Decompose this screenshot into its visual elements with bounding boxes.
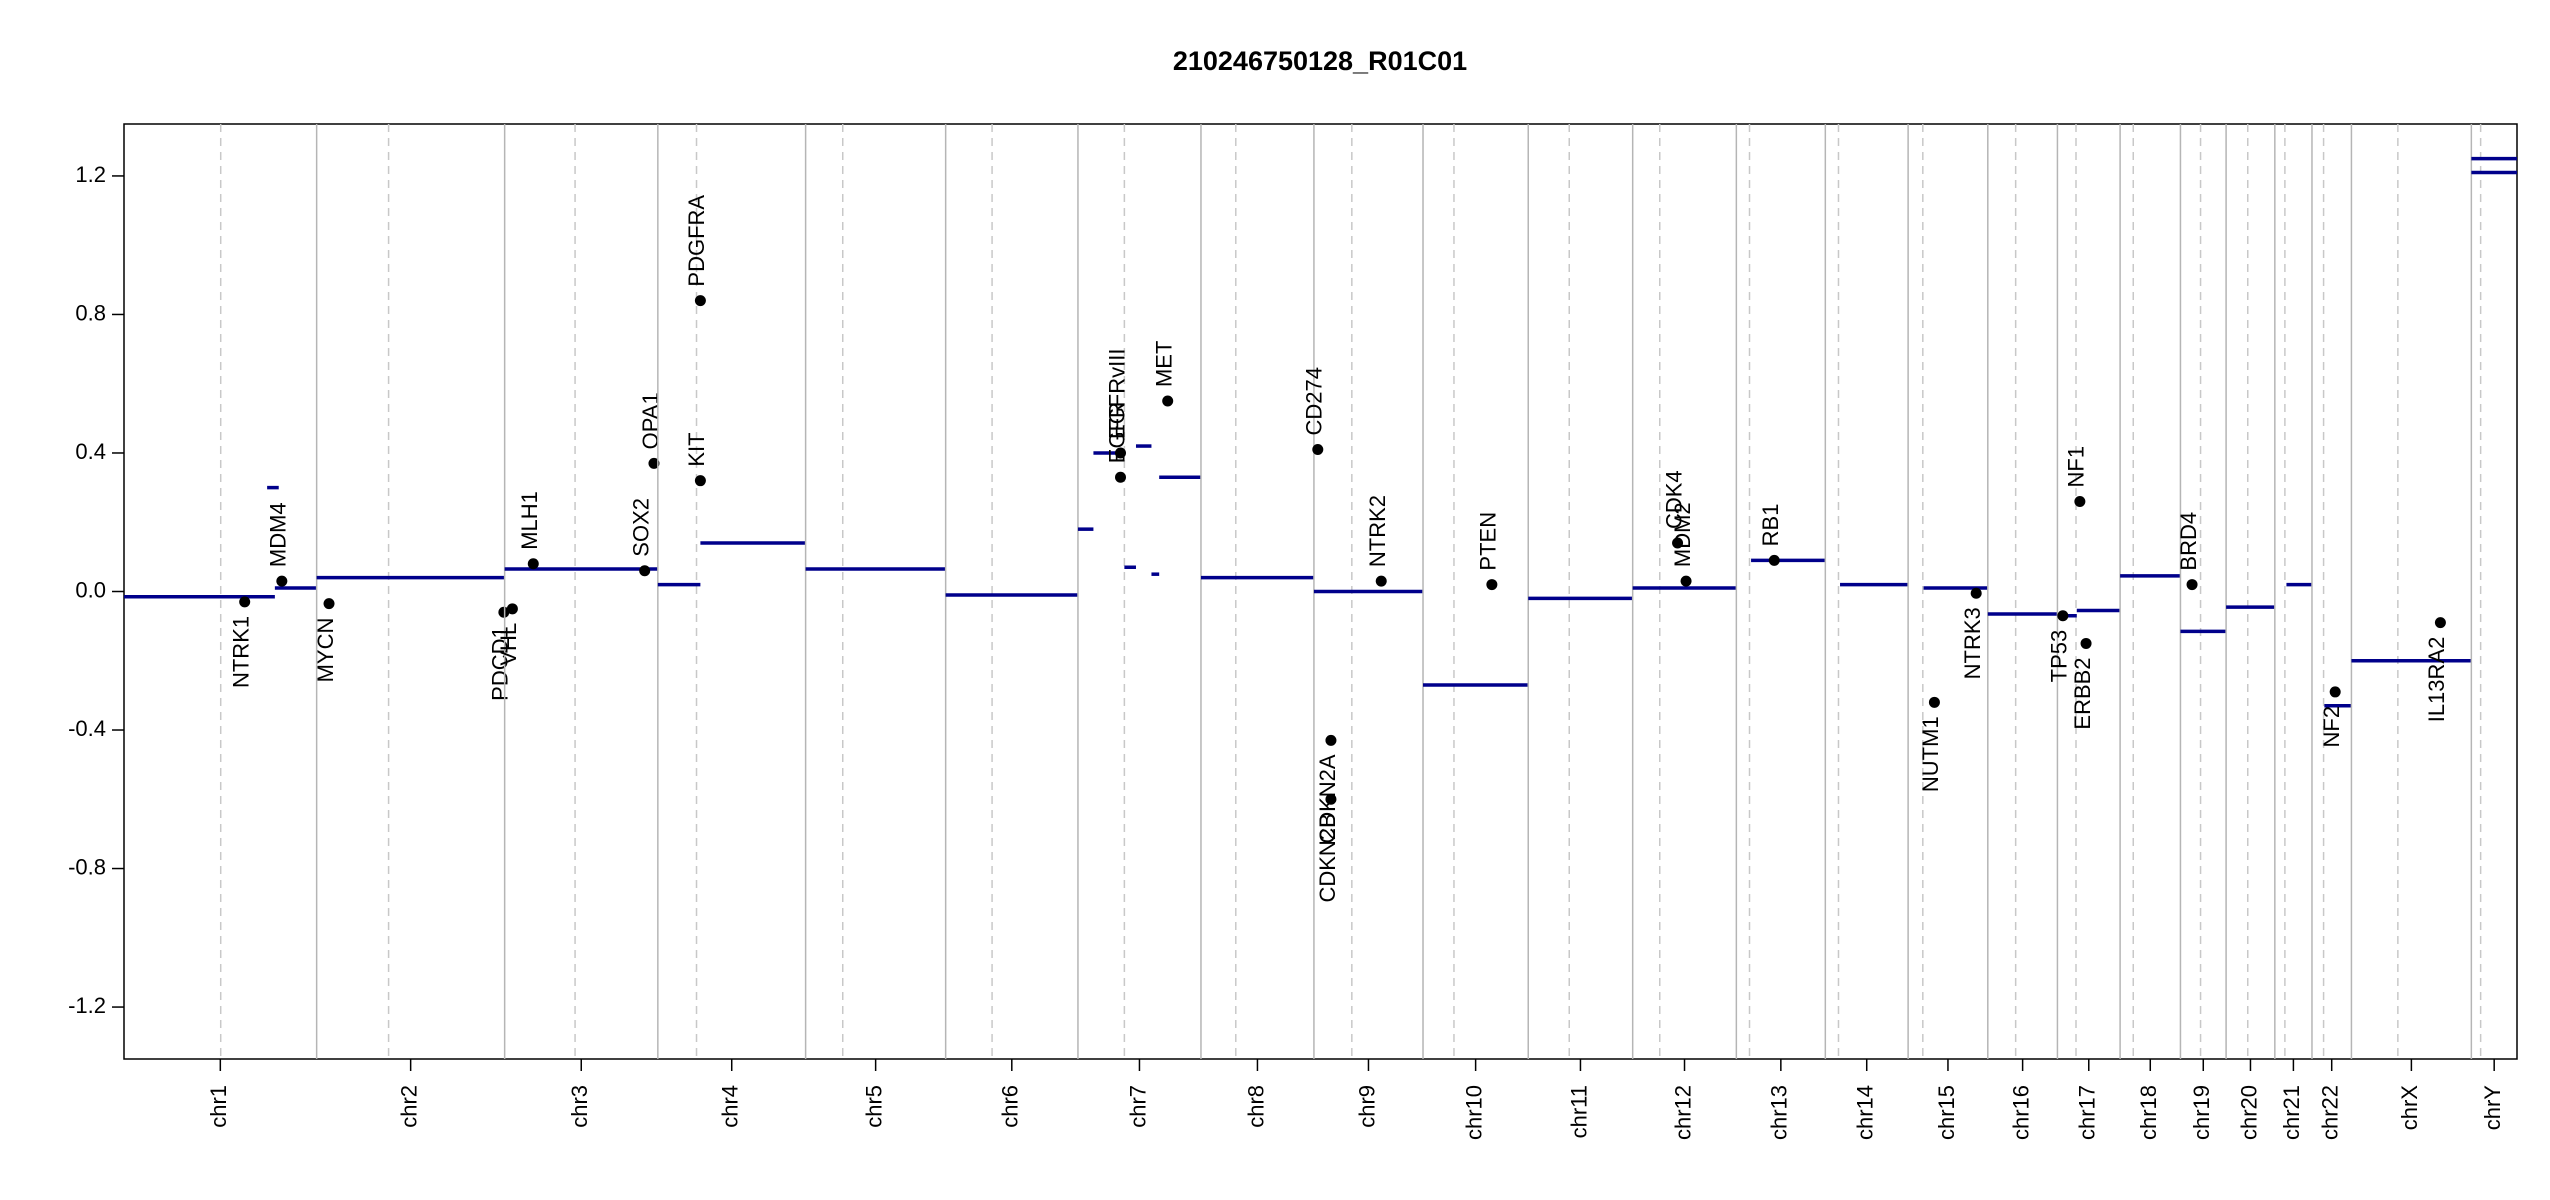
chart-title: 210246750128_R01C01 xyxy=(1173,46,1467,76)
x-tick-label: chrX xyxy=(2397,1085,2422,1131)
gene-point xyxy=(694,475,706,487)
y-tick-label: 0.4 xyxy=(75,439,106,464)
gene-point xyxy=(1375,575,1387,587)
x-tick-label: chr3 xyxy=(567,1085,592,1128)
x-tick-label: chr14 xyxy=(1853,1085,1878,1140)
gene-label: MLH1 xyxy=(517,491,542,550)
gene-point xyxy=(1115,447,1127,459)
gene-label: NTRK1 xyxy=(229,616,254,688)
y-tick-label: 0.0 xyxy=(75,577,106,602)
gene-point xyxy=(1970,587,1982,599)
gene-label: SOX2 xyxy=(629,498,654,557)
gene-label: NF2 xyxy=(2319,706,2344,748)
gene-point xyxy=(276,575,288,587)
gene-label: PTEN xyxy=(1476,512,1501,571)
y-tick-label: -0.8 xyxy=(68,854,106,879)
gene-label: EGFRvIII xyxy=(1104,349,1129,439)
gene-label: IL13RA2 xyxy=(2424,637,2449,723)
gene-label: NTRK3 xyxy=(1960,607,1985,679)
gene-point xyxy=(1672,537,1684,549)
x-tick-label: chr16 xyxy=(2008,1085,2033,1140)
gene-label: CD274 xyxy=(1302,367,1327,435)
x-tick-label: chr21 xyxy=(2279,1085,2304,1140)
gene-label: TP53 xyxy=(2047,630,2072,683)
x-tick-label: chr15 xyxy=(1934,1085,1959,1140)
gene-label: CDK4 xyxy=(1661,470,1686,529)
gene-label: PDGFRA xyxy=(684,195,709,287)
x-tick-label: chr9 xyxy=(1354,1085,1379,1128)
x-tick-label: chr2 xyxy=(396,1085,421,1128)
gene-point xyxy=(2074,495,2086,507)
gene-label: NTRK2 xyxy=(1365,495,1390,567)
x-tick-label: chr18 xyxy=(2136,1085,2161,1140)
gene-point xyxy=(2057,610,2069,622)
x-tick-label: chr19 xyxy=(2189,1085,2214,1140)
gene-point xyxy=(1928,696,1940,708)
gene-label: BRD4 xyxy=(2176,512,2201,571)
y-tick-label: 0.8 xyxy=(75,300,106,325)
gene-label: MET xyxy=(1152,341,1177,387)
gene-label: ERBB2 xyxy=(2070,657,2095,729)
gene-label: KIT xyxy=(684,432,709,466)
gene-label: VHL xyxy=(496,623,521,666)
gene-point xyxy=(498,606,510,618)
x-tick-label: chr8 xyxy=(1243,1085,1268,1128)
gene-label: OPA1 xyxy=(638,392,663,449)
gene-point xyxy=(239,596,251,608)
gene-point xyxy=(2186,579,2198,591)
x-tick-label: chr7 xyxy=(1125,1085,1150,1128)
gene-point xyxy=(527,558,539,570)
gene-label: MDM2 xyxy=(1670,502,1695,567)
x-tick-label: chr12 xyxy=(1670,1085,1695,1140)
gene-point xyxy=(1162,395,1174,407)
gene-label: MDM4 xyxy=(266,502,291,567)
gene-label: MYCN xyxy=(313,618,338,683)
gene-label: RB1 xyxy=(1758,504,1783,547)
y-tick-label: -0.4 xyxy=(68,716,106,741)
x-tick-label: chrY xyxy=(2480,1085,2505,1131)
x-tick-label: chr6 xyxy=(998,1085,1023,1128)
x-tick-label: chr11 xyxy=(1566,1085,1591,1138)
y-tick-label: 1.2 xyxy=(75,162,106,187)
gene-label: NF1 xyxy=(2064,446,2089,488)
gene-point xyxy=(1325,793,1337,805)
gene-point xyxy=(1680,575,1692,587)
x-tick-label: chr20 xyxy=(2236,1085,2261,1140)
gene-point xyxy=(1486,579,1498,591)
y-tick-label: -1.2 xyxy=(68,993,106,1018)
gene-label: NUTM1 xyxy=(1918,716,1943,792)
gene-point xyxy=(2080,637,2092,649)
gene-point xyxy=(1312,444,1324,456)
x-tick-label: chr13 xyxy=(1767,1085,1792,1140)
x-tick-label: chr5 xyxy=(861,1085,886,1128)
gene-point xyxy=(323,598,335,610)
gene-point xyxy=(2434,617,2446,629)
gene-point xyxy=(2329,686,2341,698)
gene-point xyxy=(1115,471,1127,483)
gene-label: CDKN2B xyxy=(1315,813,1340,902)
x-tick-label: chr4 xyxy=(718,1085,743,1128)
gene-point xyxy=(1768,554,1780,566)
gene-point xyxy=(694,295,706,307)
gene-label: PDCD1 xyxy=(488,626,513,701)
x-tick-label: chr22 xyxy=(2318,1085,2343,1140)
gene-point xyxy=(1325,734,1337,746)
x-tick-label: chr10 xyxy=(1461,1085,1486,1140)
x-tick-label: chr1 xyxy=(206,1085,231,1128)
gene-point xyxy=(639,565,651,577)
gene-point xyxy=(506,603,518,615)
gene-point xyxy=(648,457,660,469)
x-tick-label: chr17 xyxy=(2075,1085,2100,1140)
